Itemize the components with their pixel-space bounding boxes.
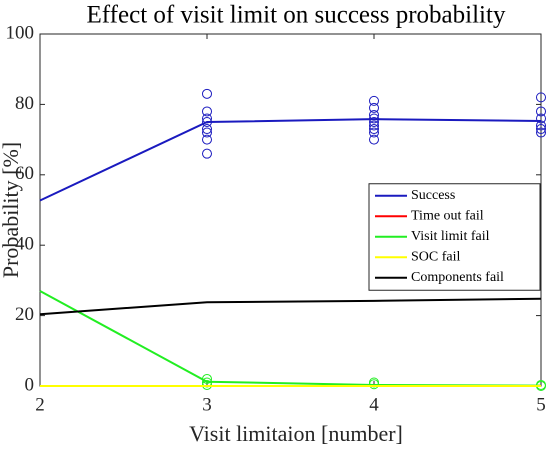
legend-label: Time out fail (411, 208, 484, 223)
data-point (369, 124, 379, 135)
data-point (202, 134, 212, 145)
data-point (202, 127, 212, 138)
data-point (369, 102, 379, 113)
data-point (202, 124, 212, 135)
data-point (202, 148, 212, 159)
legend-label: Components fail (411, 270, 504, 285)
legend-label: Success (411, 188, 455, 203)
data-point (536, 106, 546, 117)
legend: Success Time out fail Visit limit fail SOC … (368, 183, 541, 291)
y-tick-label: 60 (15, 163, 34, 184)
series-line (39, 290, 542, 387)
data-point (536, 124, 546, 135)
data-point (536, 127, 546, 138)
data-point (202, 106, 212, 117)
data-point (536, 120, 546, 131)
y-tick-label: 100 (6, 22, 35, 43)
legend-label: SOC fail (411, 249, 461, 264)
data-point (536, 113, 546, 124)
y-tick-label: 80 (15, 93, 34, 114)
data-point (369, 134, 379, 145)
data-point (202, 88, 212, 99)
data-point (536, 92, 546, 103)
legend-label: Visit limit fail (411, 229, 490, 244)
chart-title: Effect of visit limit on success probabi… (87, 2, 506, 29)
x-tick-label: 3 (202, 394, 212, 415)
series-line (39, 297, 542, 316)
data-point (202, 379, 212, 390)
x-tick-label: 5 (536, 394, 546, 415)
x-tick-label: 2 (35, 394, 45, 415)
x-tick-label: 4 (369, 394, 379, 415)
series-line (39, 118, 542, 202)
data-point (369, 127, 379, 138)
data-point (369, 95, 379, 106)
y-tick-label: 0 (25, 374, 35, 395)
x-axis-label: Visit limitaion [number] (189, 421, 403, 446)
data-point (369, 120, 379, 131)
y-tick-label: 20 (15, 304, 34, 325)
y-tick-label: 40 (15, 234, 34, 255)
y-axis-label: Probability [%] (0, 142, 23, 278)
data-point (369, 117, 379, 127)
